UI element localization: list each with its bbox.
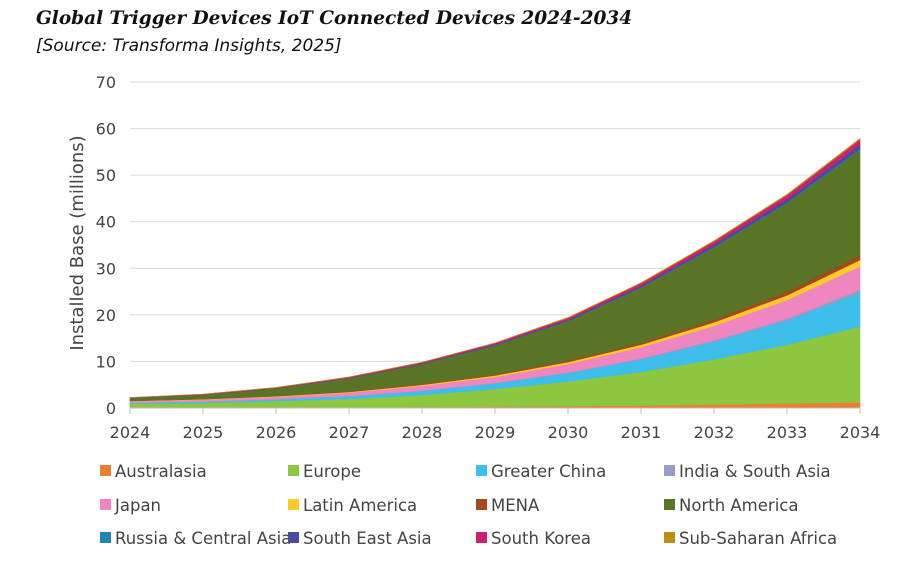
legend-swatch xyxy=(476,465,487,476)
y-tick-labels: 0 10 20 30 40 50 60 70 xyxy=(96,73,116,418)
y-tick-label: 20 xyxy=(96,306,116,325)
area-series-sub-saharan-africa xyxy=(129,137,861,398)
legend-item-south-east-asia: South East Asia xyxy=(288,529,432,548)
legend-item-russia-central-asia: Russia & Central Asia xyxy=(100,529,291,548)
area-series-group xyxy=(129,137,861,409)
legend-label: Russia & Central Asia xyxy=(115,529,291,548)
legend-item-europe: Europe xyxy=(288,462,361,481)
legend-label: Greater China xyxy=(491,462,606,481)
legend-item-south-korea: South Korea xyxy=(476,529,591,548)
legend-label: MENA xyxy=(491,496,540,515)
axes xyxy=(129,407,861,414)
y-tick-label: 70 xyxy=(96,73,116,92)
legend-swatch xyxy=(100,532,111,543)
legend: Australasia Europe Greater China India & So… xyxy=(100,462,837,548)
x-tick-label: 2027 xyxy=(329,423,370,442)
y-tick-label: 40 xyxy=(96,213,116,232)
y-tick-label: 0 xyxy=(106,399,116,418)
y-axis-label: Installed Base (millions) xyxy=(67,135,88,350)
legend-item-sub-saharan-africa: Sub-Saharan Africa xyxy=(664,529,837,548)
legend-label: Australasia xyxy=(115,462,207,481)
legend-swatch xyxy=(288,532,299,543)
legend-label: North America xyxy=(679,496,798,515)
legend-label: Latin America xyxy=(303,496,417,515)
x-tick-label: 2033 xyxy=(767,423,808,442)
legend-label: Europe xyxy=(303,462,361,481)
y-tick-label: 30 xyxy=(96,259,116,278)
x-tick-label: 2031 xyxy=(621,423,662,442)
legend-swatch xyxy=(476,499,487,510)
x-tick-label: 2026 xyxy=(256,423,297,442)
legend-item-australasia: Australasia xyxy=(100,462,207,481)
x-tick-label: 2029 xyxy=(475,423,516,442)
y-tick-label: 50 xyxy=(96,166,116,185)
legend-swatch xyxy=(288,499,299,510)
x-tick-label: 2028 xyxy=(402,423,443,442)
y-tick-label: 10 xyxy=(96,352,116,371)
chart-title: Global Trigger Devices IoT Connected Dev… xyxy=(36,8,633,29)
legend-label: South Korea xyxy=(491,529,591,548)
x-tick-label: 2032 xyxy=(694,423,735,442)
chart-subtitle: [Source: Transforma Insights, 2025] xyxy=(36,36,342,56)
legend-swatch xyxy=(100,465,111,476)
legend-label: Japan xyxy=(114,496,161,515)
legend-item-mena: MENA xyxy=(476,496,540,515)
x-tick-label: 2024 xyxy=(110,423,151,442)
legend-item-india-south-asia: India & South Asia xyxy=(664,462,831,481)
legend-swatch xyxy=(664,532,675,543)
x-tick-label: 2030 xyxy=(548,423,589,442)
legend-swatch xyxy=(288,465,299,476)
legend-swatch xyxy=(100,499,111,510)
legend-item-greater-china: Greater China xyxy=(476,462,606,481)
legend-swatch xyxy=(664,465,675,476)
legend-item-latin-america: Latin America xyxy=(288,496,417,515)
x-tick-labels: 2024 2025 2026 2027 2028 2029 2030 2031 2032 2033… xyxy=(110,423,881,442)
y-tick-label: 60 xyxy=(96,120,116,139)
legend-swatch xyxy=(664,499,675,510)
legend-item-japan: Japan xyxy=(100,496,161,515)
x-tick-label: 2025 xyxy=(183,423,224,442)
legend-swatch xyxy=(476,532,487,543)
x-tick-label: 2034 xyxy=(840,423,881,442)
legend-label: Sub-Saharan Africa xyxy=(679,529,837,548)
legend-label: South East Asia xyxy=(303,529,432,548)
legend-label: India & South Asia xyxy=(679,462,831,481)
legend-item-north-america: North America xyxy=(664,496,798,515)
